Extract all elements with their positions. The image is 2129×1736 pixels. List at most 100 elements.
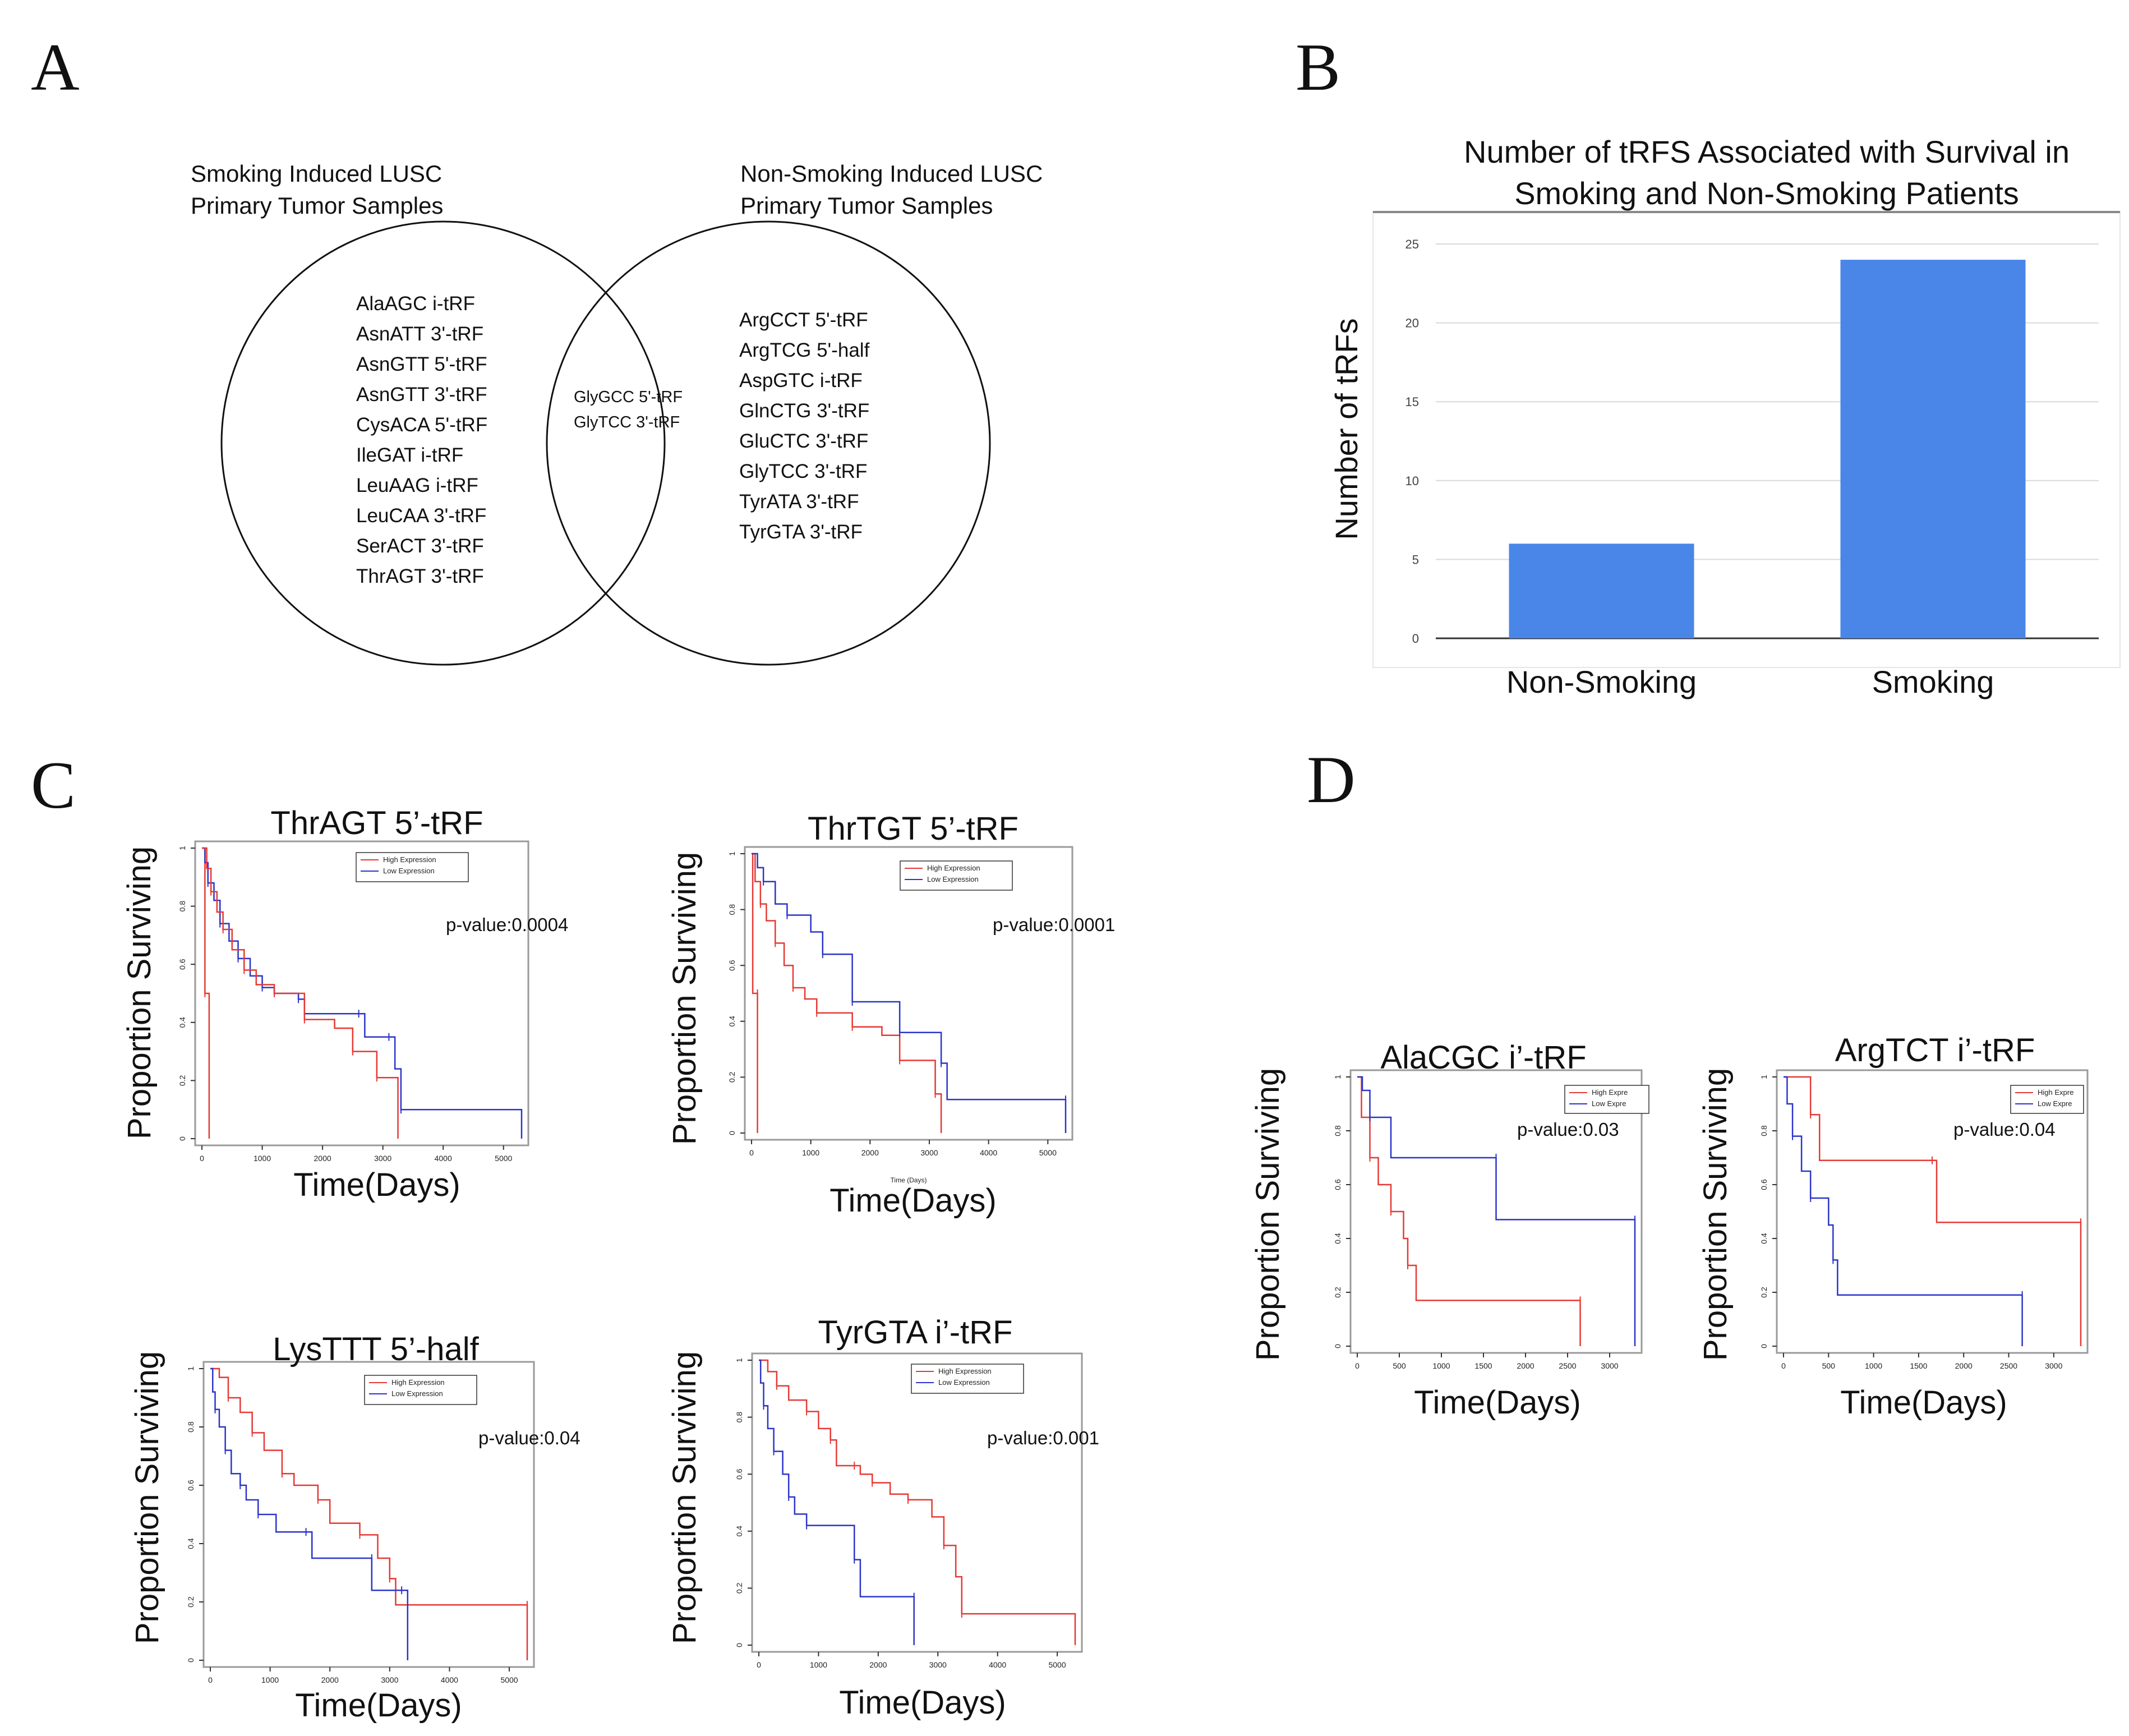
km-plot-alacgc: 0 500 1000 1500 2000 2500 3000 0 0.2 0.4 0.6 0.8 1 Hi… xyxy=(1250,1039,1649,1421)
y-tick-label: 0 xyxy=(178,1136,187,1141)
panel-label-c: C xyxy=(31,748,76,822)
y-tick-label: 25 xyxy=(1405,237,1419,251)
y-tick-label: 15 xyxy=(1405,395,1419,409)
y-tick-label: 0.2 xyxy=(178,1075,187,1086)
y-tick-label: 0.8 xyxy=(186,1421,195,1433)
survival-curve-low xyxy=(210,1367,409,1660)
x-tick-label: 1000 xyxy=(254,1154,271,1163)
x-tick-label: 5000 xyxy=(1048,1660,1066,1669)
y-axis-label: Proportion Surviving xyxy=(129,1351,165,1644)
bar-non-smoking xyxy=(1509,544,1694,638)
y-tick-label: 0.8 xyxy=(1333,1125,1342,1136)
venn-item: GlyTCC 3'-tRF xyxy=(739,461,867,482)
x-tick-label: 3000 xyxy=(2045,1361,2062,1370)
survival-curve-high xyxy=(1784,1076,2082,1346)
venn-item: CysACA 5'-tRF xyxy=(356,414,487,436)
y-tick-label: 0 xyxy=(735,1643,744,1647)
legend-label: Low Expression xyxy=(383,867,435,875)
legend-label: Low Expression xyxy=(938,1378,990,1387)
y-tick-label: 0.4 xyxy=(178,1017,187,1028)
x-tick-label: 1000 xyxy=(1432,1361,1450,1370)
venn-left-circle xyxy=(220,220,666,666)
panel-label-d: D xyxy=(1307,742,1356,817)
y-tick-label: 0.6 xyxy=(727,960,736,971)
x-tick-label: 4000 xyxy=(980,1148,997,1157)
y-tick-label: 10 xyxy=(1405,474,1419,488)
venn-item: GluCTC 3'-tRF xyxy=(739,430,868,452)
y-tick-label: 0.6 xyxy=(186,1480,195,1491)
x-tick-label: 0 xyxy=(1355,1361,1360,1370)
x-tick-label: 0 xyxy=(200,1154,204,1163)
x-tick-label: 4000 xyxy=(989,1660,1006,1669)
venn-left-list: AlaAGC i-tRF AsnATT 3'-tRF AsnGTT 5'-tRF As… xyxy=(356,293,487,587)
km-plot-thragt: 0 1000 2000 3000 4000 5000 0 0.2 0.4 0.6 0.8 1 High … xyxy=(121,805,568,1203)
y-axis-label: Proportion Surviving xyxy=(121,846,158,1139)
y-tick-label: 0.4 xyxy=(735,1526,744,1537)
venn-right-title-line1: Non-Smoking Induced LUSC xyxy=(740,160,1043,187)
x-tick-label: 2000 xyxy=(1517,1361,1534,1370)
venn-item: AspGTC i-tRF xyxy=(739,370,863,392)
plot-title: AlaCGC i’-tRF xyxy=(1380,1039,1586,1076)
x-tick-label: 0 xyxy=(208,1675,213,1684)
y-tick-label: 0.6 xyxy=(1759,1179,1768,1190)
survival-curve-high xyxy=(202,847,399,1139)
y-tick-label: 0.4 xyxy=(186,1538,195,1549)
panel-label-b: B xyxy=(1296,30,1340,104)
chart-title-line1: Number of tRFS Associated with Survival … xyxy=(1464,134,2070,169)
y-tick-label: 0 xyxy=(727,1131,736,1135)
p-value: p-value:0.0004 xyxy=(446,914,568,935)
venn-right-circle xyxy=(546,220,991,666)
x-tick-label: 1000 xyxy=(810,1660,827,1669)
legend-label: Low Expression xyxy=(927,875,979,883)
y-tick-label: 0.8 xyxy=(735,1412,744,1423)
survival-curve-high xyxy=(752,853,942,1133)
x-tick-label: 5000 xyxy=(500,1675,518,1684)
x-axis-label: Time(Days) xyxy=(293,1167,460,1203)
x-tick-label: 1000 xyxy=(1865,1361,1882,1370)
x-tick-label: 500 xyxy=(1822,1361,1836,1370)
y-tick-label: 0.2 xyxy=(735,1582,744,1594)
y-tick-label: 1 xyxy=(735,1358,744,1362)
bar-chart: Number of tRFS Associated with Survival … xyxy=(1329,134,2121,699)
legend-label: High Expression xyxy=(383,855,436,864)
x-axis-label: Time(Days) xyxy=(295,1687,462,1724)
venn-item: TyrATA 3'-tRF xyxy=(739,491,859,513)
p-value: p-value:0.001 xyxy=(987,1428,1099,1448)
survival-curve-low xyxy=(202,847,523,1139)
y-tick-label: 1 xyxy=(1333,1075,1342,1079)
venn-item: LeuCAA 3'-tRF xyxy=(356,505,486,527)
survival-curve-high xyxy=(202,847,210,1139)
y-tick-label: 5 xyxy=(1412,552,1419,567)
y-tick-label: 0.4 xyxy=(1333,1233,1342,1244)
y-tick-label: 0 xyxy=(1412,632,1419,646)
x-tick-label: 2500 xyxy=(2000,1361,2017,1370)
legend-box xyxy=(900,860,1013,891)
y-tick-label: 0.2 xyxy=(186,1596,195,1608)
km-plot-tyrgta: 0 1000 2000 3000 4000 5000 0 0.2 0.4 0.6 0.8 1 High … xyxy=(666,1314,1099,1721)
legend-label: High Expre xyxy=(1592,1088,1628,1097)
panel-label-a: A xyxy=(31,30,80,104)
plot-title: ThrAGT 5’-tRF xyxy=(270,805,483,841)
x-tick-label: 1500 xyxy=(1910,1361,1927,1370)
venn-item: IleGAT i-tRF xyxy=(356,444,463,466)
plot-frame xyxy=(202,1361,535,1668)
x-tick-label: 2500 xyxy=(1559,1361,1576,1370)
venn-item: GlyTCC 3'-tRF xyxy=(574,413,680,431)
legend-label: Low Expre xyxy=(2038,1099,2072,1108)
y-axis-label: Proportion Surviving xyxy=(666,1351,703,1644)
survival-curve-high xyxy=(752,853,758,1133)
venn-right-title-line2: Primary Tumor Samples xyxy=(740,192,993,219)
x-axis-label: Time(Days) xyxy=(1840,1384,2007,1421)
survival-curve-low xyxy=(759,1359,915,1645)
y-tick-label: 1 xyxy=(1759,1075,1768,1079)
venn-item: AlaAGC i-tRF xyxy=(356,293,475,315)
legend-box xyxy=(356,852,469,882)
survival-curve-low xyxy=(1357,1076,1636,1346)
x-tick-label: 1500 xyxy=(1474,1361,1492,1370)
plot-title: LysTTT 5’-half xyxy=(273,1331,479,1367)
y-tick-label: 1 xyxy=(186,1366,195,1371)
plot-frame xyxy=(1349,1069,1643,1354)
x-tick-label: 1000 xyxy=(802,1148,819,1157)
legend-label: Low Expre xyxy=(1592,1099,1626,1108)
